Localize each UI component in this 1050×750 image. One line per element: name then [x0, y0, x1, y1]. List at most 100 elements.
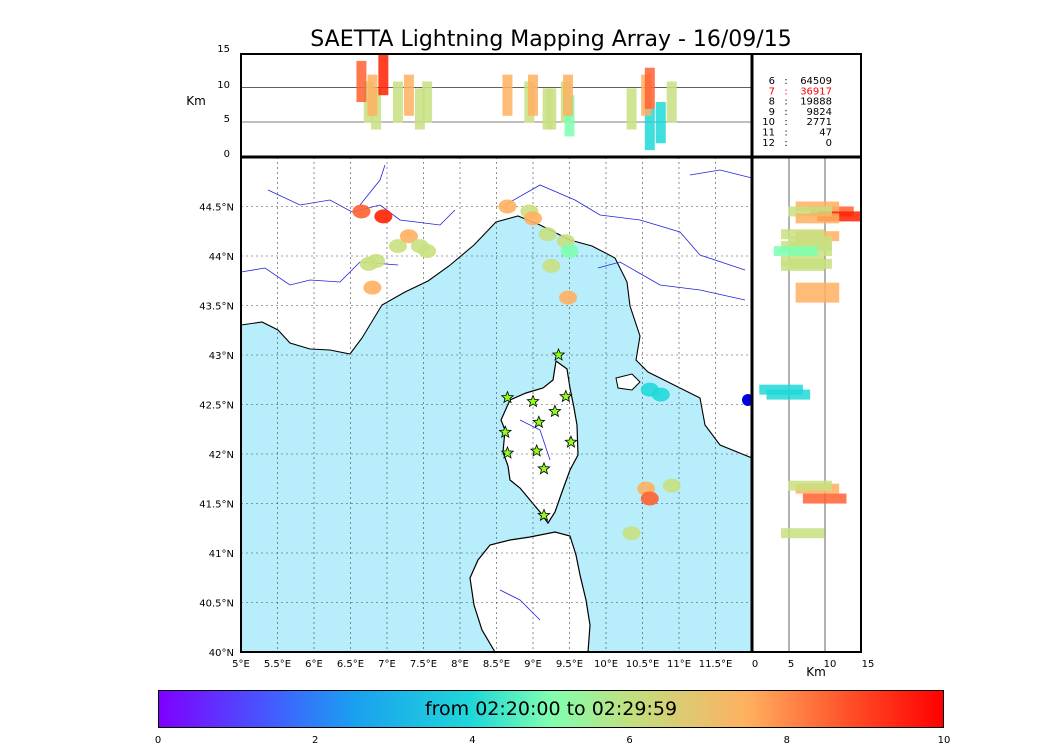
altitude-source	[378, 54, 389, 96]
altitude-tick-label: 5	[224, 114, 230, 125]
station-count-value: 9824	[807, 107, 832, 118]
lat-tick-label: 41°N	[209, 549, 234, 560]
altitude-source	[502, 74, 513, 116]
lightning-source	[640, 491, 659, 506]
station-count-key: 10	[762, 117, 775, 128]
colorbar-tick-label: 6	[626, 735, 632, 746]
lightning-source	[363, 280, 382, 295]
lon-tick-label: 10°E	[594, 659, 618, 670]
colorbar-tick-label: 4	[469, 735, 475, 746]
side-source	[788, 206, 832, 217]
station-count-sep: :	[784, 138, 787, 149]
side-tick-label: 15	[862, 659, 875, 670]
colorbar-tick-label: 0	[155, 735, 161, 746]
altitude-source	[367, 74, 378, 116]
station-count-key: 8	[769, 97, 775, 108]
colorbar-label: from 02:20:00 to 02:29:59	[424, 698, 678, 720]
lon-tick-label: 9.5°E	[556, 659, 583, 670]
station-count-value: 36917	[800, 86, 832, 97]
altitude-source	[666, 81, 677, 123]
station-count-value: 64509	[800, 76, 832, 87]
lat-tick-label: 43.5°N	[199, 302, 234, 313]
panel-frames	[240, 53, 862, 653]
station-count-sep: :	[784, 76, 787, 87]
altitude-source	[422, 81, 433, 123]
side-tick-label: 5	[788, 659, 794, 670]
lightning-source	[538, 227, 557, 242]
altitude-tick-label: 0	[224, 149, 230, 160]
colorbar-tick-label: 10	[938, 735, 951, 746]
lon-tick-label: 5°E	[232, 659, 250, 670]
station-count-sep: :	[784, 107, 787, 118]
station-count-key: 6	[769, 76, 775, 87]
station-count-value: 2771	[807, 117, 832, 128]
altitude-source	[356, 60, 367, 103]
station-count-sep: :	[784, 86, 787, 97]
side-source	[802, 493, 847, 504]
side-source	[781, 229, 825, 240]
station-count-key: 11	[762, 128, 775, 139]
colorbar-tick-label: 8	[784, 735, 790, 746]
sardinia-island	[469, 531, 591, 652]
colorbar	[158, 690, 944, 728]
station-marker-offmap	[742, 394, 752, 406]
side-source	[788, 236, 832, 247]
lon-tick-label: 6°E	[305, 659, 323, 670]
lat-tick-label: 44.5°N	[199, 203, 234, 214]
station-star-icon	[526, 394, 540, 408]
station-count-key: 9	[769, 107, 775, 118]
side-source	[795, 282, 840, 293]
lat-tick-label: 40.5°N	[199, 599, 234, 610]
lightning-source	[542, 258, 561, 273]
side-source	[795, 213, 840, 224]
lightning-source	[352, 204, 371, 219]
lightning-source	[559, 290, 578, 305]
altitude-source	[655, 102, 666, 144]
side-axis-label: Km	[806, 665, 826, 679]
station-star-icon	[537, 508, 551, 522]
lat-tick-label: 44°N	[209, 252, 234, 263]
altitude-source	[563, 74, 574, 116]
side-source	[817, 211, 861, 222]
lon-tick-label: 5.5°E	[264, 659, 291, 670]
station-star-icon	[529, 443, 544, 457]
altitude-source	[644, 108, 655, 151]
station-count-sep: :	[784, 128, 787, 139]
side-tick-label: 10	[824, 659, 837, 670]
station-star-icon	[500, 390, 515, 404]
lat-tick-label: 42°N	[209, 450, 234, 461]
altitude-axis-label: Km	[186, 94, 206, 108]
lat-tick-label: 40°N	[209, 648, 234, 659]
lon-tick-label: 9°E	[524, 659, 542, 670]
altitude-source	[414, 88, 425, 130]
altitude-tick-label: 10	[217, 80, 230, 91]
lon-tick-label: 8.5°E	[483, 659, 510, 670]
lon-tick-label: 11.5°E	[699, 659, 733, 670]
lightning-source	[560, 244, 579, 259]
lat-tick-label: 41.5°N	[199, 500, 234, 511]
side-source	[773, 246, 818, 257]
lightning-source	[388, 239, 407, 254]
lon-tick-label: 8°E	[451, 659, 469, 670]
station-star-icon	[498, 425, 513, 439]
map-panel: 5°E 5.5°E 6°E 6.5°E 7°E 7.5°E 8°E 8.5°E 9°E 9.5°E…	[199, 157, 752, 670]
lon-tick-label: 6.5°E	[337, 659, 364, 670]
colorbar-tick-label: 2	[312, 735, 318, 746]
lightning-source	[498, 199, 517, 214]
lon-tick-label: 7°E	[378, 659, 396, 670]
lightning-source	[399, 229, 418, 244]
altitude-panel: Km 15 10 5 0 6: 64509 7: 36917 8: 19888 9: 9824…	[186, 44, 861, 160]
station-count-key: 12	[762, 138, 775, 149]
station-star-icon	[559, 389, 573, 403]
side-source	[781, 260, 825, 271]
side-panel: 0 5 10 15 Km	[752, 157, 875, 679]
side-tick-label: 0	[752, 659, 758, 670]
altitude-source	[546, 88, 557, 130]
station-count-value: 19888	[800, 97, 832, 108]
side-source	[795, 292, 840, 303]
lat-tick-label: 43°N	[209, 351, 234, 362]
altitude-tick-label: 15	[217, 44, 230, 55]
altitude-source	[403, 74, 414, 116]
chart-title: SAETTA Lightning Mapping Array - 16/09/1…	[310, 27, 791, 52]
